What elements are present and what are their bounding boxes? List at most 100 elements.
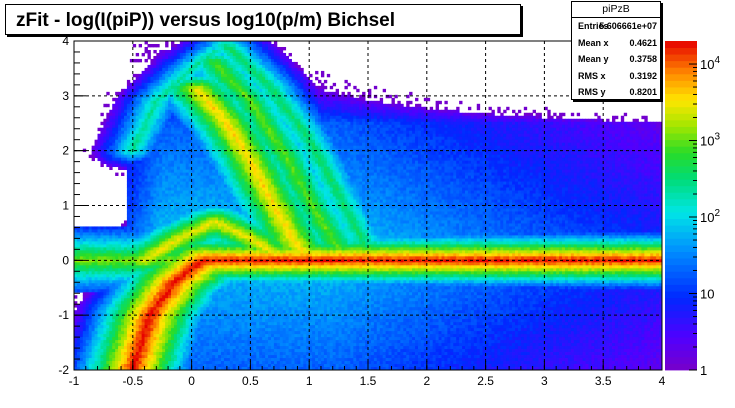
heatmap-cell: [215, 187, 219, 191]
heatmap-cell: [221, 349, 225, 353]
heatmap-cell: [179, 328, 184, 332]
heatmap-cell: [153, 241, 157, 245]
heatmap-cell: [176, 79, 181, 84]
heatmap-cell: [150, 310, 154, 314]
heatmap-cell: [182, 142, 187, 147]
heatmap-cell: [226, 292, 231, 296]
heatmap-cell: [159, 361, 163, 365]
heatmap-cell: [232, 106, 237, 111]
heatmap-cell: [171, 154, 175, 159]
heatmap-cell: [82, 328, 87, 332]
heatmap-cell: [147, 205, 151, 209]
heatmap-cell: [229, 211, 234, 215]
heatmap-cell: [215, 94, 219, 99]
heatmap-cell: [168, 115, 172, 120]
heatmap-cell: [106, 163, 110, 168]
heatmap-cell: [106, 343, 110, 347]
heatmap-cell: [165, 346, 169, 350]
heatmap-cell: [121, 361, 125, 365]
heatmap-cell: [135, 148, 140, 153]
heatmap-cell: [115, 229, 119, 233]
heatmap-cell: [226, 184, 231, 188]
heatmap-cell: [206, 64, 210, 69]
heatmap-cell: [150, 76, 154, 81]
heatmap-cell: [218, 160, 222, 165]
heatmap-cell: [200, 286, 204, 290]
heatmap-cell: [88, 298, 93, 302]
heatmap-cell: [97, 328, 101, 332]
heatmap-cell: [206, 91, 210, 96]
heatmap-cell: [162, 340, 166, 344]
heatmap-cell: [138, 145, 143, 150]
heatmap-cell: [226, 82, 231, 87]
heatmap-cell: [188, 343, 192, 347]
heatmap-cell: [162, 70, 166, 75]
heatmap-cell: [126, 292, 131, 296]
heatmap-cell: [168, 184, 172, 188]
heatmap-cell: [229, 103, 234, 108]
heatmap-cell: [126, 109, 131, 114]
heatmap-cell: [221, 127, 225, 132]
heatmap-cell: [173, 265, 178, 269]
heatmap-cell: [159, 100, 163, 105]
heatmap-cell: [153, 217, 157, 221]
heatmap-cell: [85, 301, 90, 305]
heatmap-cell: [171, 151, 175, 156]
heatmap-cell: [191, 295, 195, 299]
heatmap-cell: [132, 196, 137, 200]
heatmap-cell: [206, 277, 210, 281]
heatmap-cell: [212, 172, 216, 176]
heatmap-cell: [168, 187, 172, 191]
heatmap-cell: [188, 229, 192, 233]
heatmap-cell: [176, 178, 181, 182]
heatmap-cell: [209, 280, 213, 284]
heatmap-cell: [168, 139, 172, 144]
heatmap-cell: [197, 82, 201, 87]
heatmap-cell: [223, 100, 228, 105]
heatmap-cell: [141, 181, 145, 185]
heatmap-cell: [144, 190, 148, 194]
heatmap-cell: [129, 187, 134, 191]
heatmap-cell: [97, 343, 101, 347]
heatmap-cell: [165, 253, 169, 257]
heatmap-cell: [229, 301, 234, 305]
heatmap-cell: [103, 280, 107, 284]
heatmap-cell: [215, 283, 219, 287]
heatmap-cell: [221, 289, 225, 293]
heatmap-cell: [194, 64, 198, 69]
heatmap-cell: [76, 337, 81, 341]
heatmap-cell: [135, 124, 140, 129]
heatmap-cell: [159, 127, 163, 132]
heatmap-cell: [153, 85, 157, 90]
heatmap-cell: [215, 223, 219, 227]
heatmap-cell: [129, 190, 134, 194]
heatmap-cell: [185, 325, 190, 329]
heatmap-cell: [182, 208, 187, 212]
heatmap-cell: [138, 121, 143, 126]
heatmap-cell: [194, 364, 198, 368]
heatmap-cell: [150, 229, 154, 233]
heatmap-cell: [176, 103, 181, 108]
heatmap-cell: [159, 238, 163, 242]
heatmap-cell: [162, 121, 166, 126]
heatmap-cell: [115, 160, 119, 165]
heatmap-cell: [185, 88, 190, 93]
heatmap-cell: [188, 160, 192, 165]
heatmap-cell: [147, 274, 151, 278]
heatmap-cell: [188, 334, 192, 338]
heatmap-cell: [123, 136, 128, 141]
heatmap-cell: [94, 355, 98, 359]
heatmap-cell: [185, 148, 190, 153]
heatmap-cell: [103, 103, 107, 108]
heatmap-cell: [206, 130, 210, 135]
heatmap-cell: [147, 187, 151, 191]
heatmap-cell: [215, 319, 219, 323]
heatmap-cell: [212, 190, 216, 194]
heatmap-cell: [165, 337, 169, 341]
heatmap-cell: [168, 109, 172, 114]
heatmap-cell: [79, 361, 84, 365]
heatmap-cell: [182, 130, 187, 135]
heatmap-cell: [153, 136, 157, 141]
heatmap-cell: [212, 367, 216, 371]
heatmap-cell: [88, 238, 93, 242]
